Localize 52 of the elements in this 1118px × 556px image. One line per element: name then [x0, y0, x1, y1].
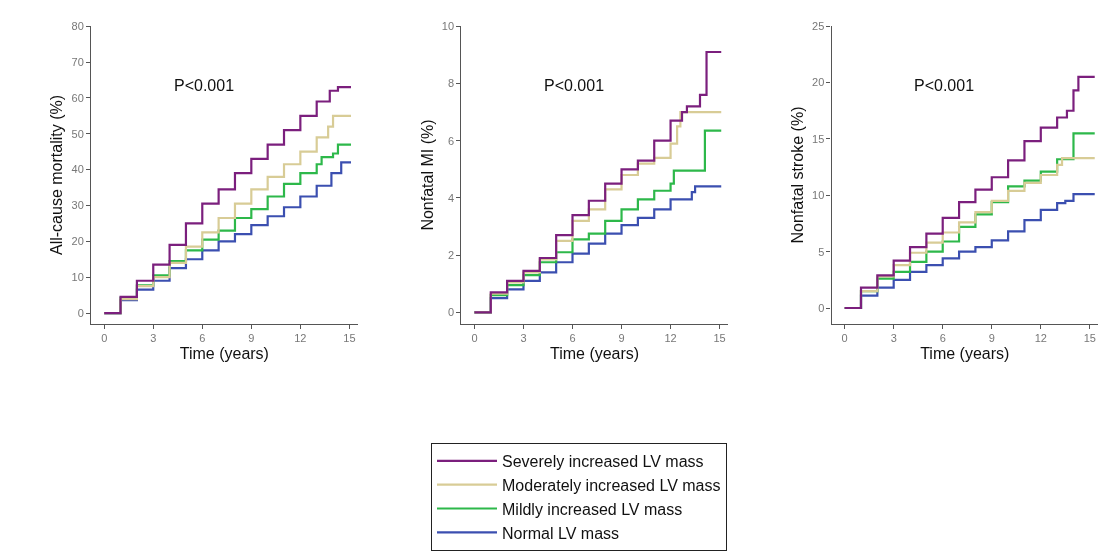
- x-axis-title: Time (years): [920, 344, 1010, 362]
- y-tick-label: 6: [447, 134, 455, 147]
- y-tick-label: 10: [441, 20, 455, 33]
- x-tick-label: 9: [618, 332, 625, 345]
- x-tick-label: 0: [471, 332, 478, 345]
- x-tick-label: 9: [988, 332, 995, 345]
- y-tick-label: 50: [71, 127, 84, 140]
- annotation: P<0.001: [174, 77, 235, 94]
- y-tick-label: 70: [71, 55, 84, 68]
- legend-label: Moderately increased LV mass: [502, 476, 721, 494]
- x-tick-label: 6: [569, 332, 576, 345]
- y-axis-title: Nonfatal MI (%): [418, 119, 436, 231]
- y-tick-label: 80: [71, 20, 84, 33]
- x-tick-label: 6: [199, 332, 206, 345]
- y-tick-label: 4: [447, 191, 455, 204]
- y-tick-label: 0: [447, 306, 455, 319]
- annotation: P<0.001: [544, 77, 605, 94]
- x-tick-label: 0: [841, 332, 848, 345]
- x-tick-label: 12: [664, 332, 677, 345]
- y-tick-label: 0: [77, 306, 84, 319]
- y-axis-title: All-cause mortality (%): [48, 94, 66, 256]
- legend-label: Normal LV mass: [502, 524, 620, 542]
- y-tick-label: 30: [71, 199, 84, 212]
- x-axis-title: Time (years): [549, 344, 640, 362]
- y-tick-label: 2: [447, 248, 455, 261]
- legend-label: Mildly increased LV mass: [502, 500, 683, 518]
- legend-label: Severely increased LV mass: [502, 453, 704, 471]
- x-tick-label: 3: [890, 332, 897, 345]
- x-tick-label: 3: [150, 332, 157, 345]
- y-tick-label: 60: [71, 91, 84, 104]
- y-axis-title: Nonfatal stroke (%): [788, 106, 806, 244]
- x-tick-label: 15: [343, 332, 356, 345]
- annotation: P<0.001: [914, 77, 975, 94]
- x-tick-label: 15: [713, 332, 726, 345]
- x-tick-label: 6: [939, 332, 946, 345]
- y-tick-label: 15: [812, 132, 825, 145]
- y-tick-label: 20: [71, 235, 84, 248]
- x-tick-label: 9: [248, 332, 255, 345]
- y-tick-label: 0: [818, 301, 825, 314]
- x-tick-label: 12: [294, 332, 307, 345]
- x-tick-label: 0: [101, 332, 108, 345]
- y-tick-label: 5: [818, 245, 825, 258]
- y-tick-label: 10: [812, 189, 825, 202]
- y-tick-label: 10: [71, 271, 84, 284]
- x-tick-label: 12: [1034, 332, 1047, 345]
- x-tick-label: 3: [520, 332, 527, 345]
- y-tick-label: 40: [71, 163, 84, 176]
- y-tick-label: 8: [447, 77, 455, 90]
- y-tick-label: 20: [812, 76, 825, 89]
- x-tick-label: 15: [1083, 332, 1096, 345]
- y-tick-label: 25: [812, 20, 825, 33]
- x-axis-title: Time (years): [179, 344, 269, 362]
